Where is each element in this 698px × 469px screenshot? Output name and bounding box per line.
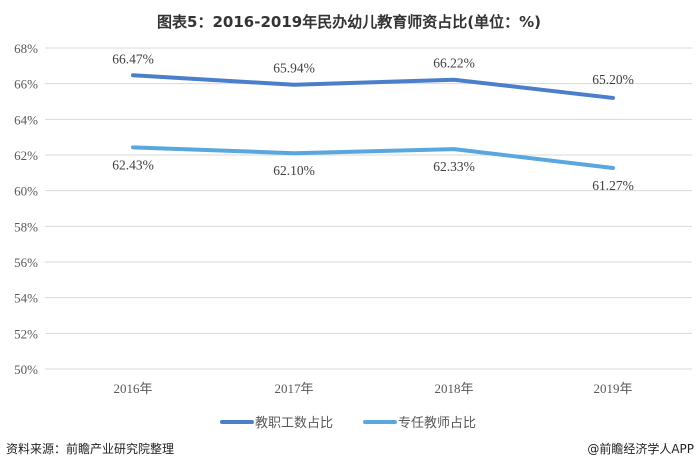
y-tick-label: 68% <box>14 41 38 56</box>
data-labels: 66.47% 65.94% 66.22% 65.20% 62.43% 62.10% 62.3… <box>112 51 634 193</box>
x-tick-label: 2017年 <box>274 381 313 396</box>
x-tick-label: 2016年 <box>113 381 152 396</box>
y-tick-label: 52% <box>14 326 38 341</box>
data-label: 66.22% <box>433 56 475 71</box>
y-tick-label: 60% <box>14 184 38 199</box>
y-tick-label: 62% <box>14 148 38 163</box>
data-label: 61.27% <box>592 178 634 193</box>
data-label: 62.10% <box>273 163 315 178</box>
series-lines <box>131 73 615 171</box>
legend-label: 教职工数占比 <box>255 415 333 431</box>
data-label: 66.47% <box>112 51 154 66</box>
data-label: 62.33% <box>433 159 475 174</box>
series-line-2 <box>131 145 615 171</box>
y-tick-label: 50% <box>14 362 38 377</box>
data-label: 62.43% <box>112 157 154 172</box>
y-axis-ticks: 50% 52% 54% 56% 58% 60% 62% 64% 66% 68% <box>14 41 38 377</box>
series-line-1 <box>131 73 615 100</box>
source-note: 资料来源：前瞻产业研究院整理 <box>6 441 174 456</box>
y-tick-label: 66% <box>14 77 38 92</box>
y-tick-label: 54% <box>14 291 38 306</box>
legend-label: 专任教师占比 <box>398 415 476 431</box>
y-tick-label: 58% <box>14 219 38 234</box>
x-axis-ticks: 2016年 2017年 2018年 2019年 <box>113 381 632 396</box>
legend: 教职工数占比 专任教师占比 <box>220 415 476 431</box>
x-tick-label: 2019年 <box>593 381 632 396</box>
data-label: 65.20% <box>592 72 634 87</box>
chart-title: 图表5：2016-2019年民办幼儿教育师资占比(单位：%) <box>157 13 541 31</box>
y-tick-label: 56% <box>14 255 38 270</box>
y-tick-label: 64% <box>14 112 38 127</box>
credit-note: @前瞻经济学人APP <box>587 441 694 456</box>
x-tick-label: 2018年 <box>434 381 473 396</box>
data-label: 65.94% <box>273 61 315 76</box>
